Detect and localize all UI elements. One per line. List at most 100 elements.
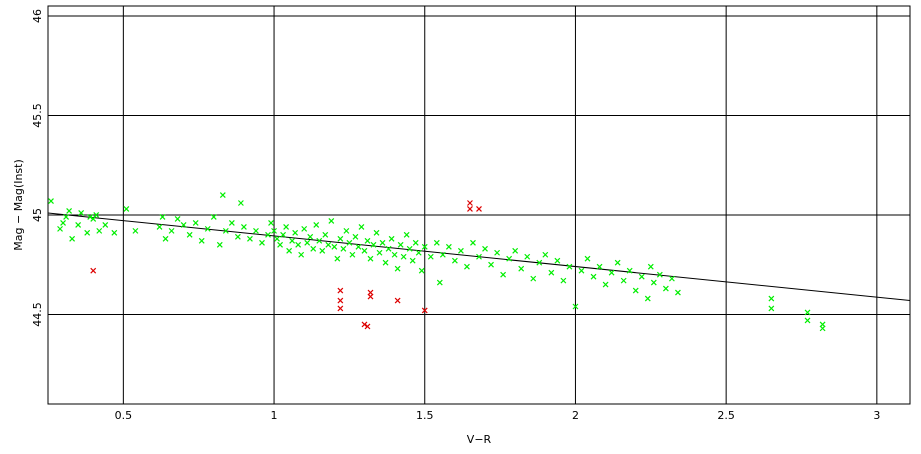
used-point — [352, 233, 359, 240]
used-point — [445, 243, 452, 250]
used-point — [268, 219, 274, 226]
used-point — [394, 265, 401, 272]
used-point — [337, 235, 344, 242]
used-point — [566, 263, 573, 270]
x-tick-label: 2.5 — [717, 409, 735, 422]
x-tick-label: 0.5 — [115, 409, 133, 422]
used-point — [626, 267, 633, 274]
x-tick-label: 1.5 — [416, 409, 434, 422]
used-point — [216, 241, 223, 248]
used-point — [334, 255, 341, 262]
used-point — [439, 251, 446, 258]
used-point — [340, 245, 347, 252]
used-point — [385, 245, 392, 252]
used-point — [650, 279, 657, 286]
used-point — [572, 303, 579, 310]
y-tick-label: 46 — [31, 9, 44, 23]
used-point — [638, 273, 645, 280]
used-point — [349, 251, 356, 258]
used-point — [304, 239, 311, 246]
rejected-point — [337, 305, 344, 312]
used-point — [75, 221, 82, 228]
used-point — [253, 227, 259, 234]
used-point — [259, 239, 265, 246]
rejected-point — [337, 287, 344, 294]
y-tick-label: 45 — [31, 208, 44, 222]
used-point — [614, 259, 621, 266]
used-point — [84, 229, 91, 236]
y-axis-label: Mag − Mag(Inst) — [12, 159, 25, 250]
x-tick-label: 1 — [271, 409, 278, 422]
used-point — [162, 235, 169, 242]
used-point — [237, 200, 244, 206]
used-point — [358, 223, 365, 230]
used-point — [403, 231, 410, 238]
used-point — [234, 233, 241, 240]
used-point — [476, 253, 482, 260]
used-point — [132, 227, 139, 234]
used-point — [313, 221, 320, 228]
used-point — [63, 214, 70, 220]
rejected-point — [90, 267, 97, 274]
used-point — [482, 245, 488, 252]
rejected-point — [394, 297, 401, 304]
used-point — [548, 269, 555, 276]
used-point — [436, 279, 443, 286]
used-point — [159, 214, 166, 220]
used-point — [192, 219, 199, 226]
used-point — [674, 289, 681, 296]
used-point — [382, 259, 389, 266]
used-point — [210, 214, 217, 220]
used-point — [542, 251, 549, 258]
used-point — [295, 241, 302, 248]
used-point — [418, 267, 425, 274]
used-point — [364, 237, 371, 244]
x-axis-label: V−R — [467, 433, 492, 446]
used-point — [596, 263, 603, 270]
rejected-point — [467, 206, 473, 212]
used-point — [506, 255, 513, 262]
used-point — [325, 241, 332, 248]
used-point — [644, 295, 651, 302]
used-point — [409, 257, 416, 264]
used-point — [228, 219, 235, 226]
used-point — [608, 269, 615, 276]
used-point — [427, 253, 434, 260]
tick-labels: 0.5 1 1.5 2 2.5 3 44.5 45 45.5 46 — [31, 9, 880, 422]
used-point — [286, 247, 293, 254]
used-point — [602, 281, 609, 288]
used-point — [768, 305, 775, 312]
used-point — [500, 271, 507, 278]
used-point — [168, 227, 175, 234]
used-point — [346, 239, 353, 246]
used-point — [277, 241, 284, 248]
used-point — [69, 235, 76, 242]
rejected-point — [361, 321, 368, 328]
used-point — [87, 214, 94, 220]
used-point — [584, 255, 591, 262]
used-point — [488, 261, 494, 268]
used-point — [804, 317, 811, 324]
used-point — [322, 231, 329, 238]
used-point — [156, 223, 163, 230]
used-point — [48, 198, 54, 204]
used-point — [632, 287, 639, 294]
grid-lines — [48, 6, 910, 404]
used-point — [421, 243, 428, 250]
x-tick-label: 2 — [572, 409, 579, 422]
used-point — [331, 243, 338, 250]
rejected-point — [364, 323, 371, 330]
used-point — [768, 295, 775, 302]
used-point — [406, 245, 413, 252]
used-point — [247, 235, 253, 242]
used-point — [494, 249, 501, 256]
data-points — [48, 192, 826, 332]
used-point — [319, 247, 326, 254]
used-point — [265, 231, 271, 238]
used-point — [96, 227, 103, 234]
used-point — [518, 265, 525, 272]
used-point — [373, 229, 380, 236]
used-point — [412, 239, 419, 246]
used-point — [819, 325, 826, 332]
